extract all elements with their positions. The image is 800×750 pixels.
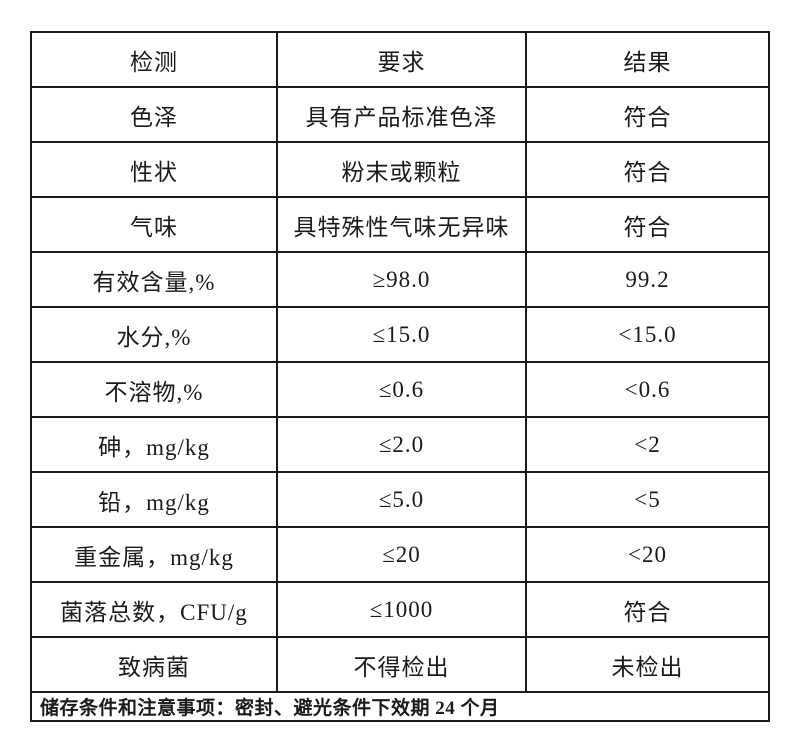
cell-requirement: ≤5.0 <box>276 471 527 528</box>
column-header-test: 检测 <box>30 31 278 88</box>
cell-result: 未检出 <box>525 636 770 693</box>
table-row: 砷，mg/kg ≤2.0 <2 <box>30 416 770 473</box>
table-row: 铅，mg/kg ≤5.0 <5 <box>30 471 770 528</box>
cell-test: 水分,% <box>30 306 278 363</box>
cell-requirement: ≤15.0 <box>276 306 527 363</box>
cell-requirement: ≤0.6 <box>276 361 527 418</box>
cell-requirement: 具有产品标准色泽 <box>276 86 527 143</box>
cell-result: 符合 <box>525 141 770 198</box>
cell-test: 性状 <box>30 141 278 198</box>
column-header-requirement: 要求 <box>276 31 527 88</box>
cell-result: 符合 <box>525 196 770 253</box>
table-row: 色泽 具有产品标准色泽 符合 <box>30 86 770 143</box>
column-header-result: 结果 <box>525 31 770 88</box>
cell-result: <5 <box>525 471 770 528</box>
inspection-spec-table: 检测 要求 结果 色泽 具有产品标准色泽 符合 性状 粉末或颗粒 符合 气味 具… <box>30 31 770 722</box>
cell-result: 99.2 <box>525 251 770 308</box>
cell-result: <2 <box>525 416 770 473</box>
cell-test: 砷，mg/kg <box>30 416 278 473</box>
cell-test: 菌落总数，CFU/g <box>30 581 278 638</box>
table-row: 水分,% ≤15.0 <15.0 <box>30 306 770 363</box>
table-row: 菌落总数，CFU/g ≤1000 符合 <box>30 581 770 638</box>
cell-test: 重金属，mg/kg <box>30 526 278 583</box>
cell-result: <0.6 <box>525 361 770 418</box>
cell-test: 有效含量,% <box>30 251 278 308</box>
cell-requirement: 不得检出 <box>276 636 527 693</box>
cell-requirement: 具特殊性气味无异味 <box>276 196 527 253</box>
cell-requirement: ≤1000 <box>276 581 527 638</box>
table-row: 致病菌 不得检出 未检出 <box>30 636 770 693</box>
table-row: 重金属，mg/kg ≤20 <20 <box>30 526 770 583</box>
cell-requirement: 粉末或颗粒 <box>276 141 527 198</box>
cell-test: 不溶物,% <box>30 361 278 418</box>
table-row: 有效含量,% ≥98.0 99.2 <box>30 251 770 308</box>
table-header-row: 检测 要求 结果 <box>30 31 770 88</box>
cell-result: <20 <box>525 526 770 583</box>
cell-result: <15.0 <box>525 306 770 363</box>
cell-requirement: ≤2.0 <box>276 416 527 473</box>
table-row: 气味 具特殊性气味无异味 符合 <box>30 196 770 253</box>
cell-test: 致病菌 <box>30 636 278 693</box>
cell-result: 符合 <box>525 86 770 143</box>
cell-test: 铅，mg/kg <box>30 471 278 528</box>
storage-conditions-note: 储存条件和注意事项：密封、避光条件下效期 24 个月 <box>30 691 770 722</box>
cell-test: 气味 <box>30 196 278 253</box>
cell-requirement: ≤20 <box>276 526 527 583</box>
cell-result: 符合 <box>525 581 770 638</box>
cell-test: 色泽 <box>30 86 278 143</box>
table-row: 不溶物,% ≤0.6 <0.6 <box>30 361 770 418</box>
table-row: 性状 粉末或颗粒 符合 <box>30 141 770 198</box>
table-footer-row: 储存条件和注意事项：密封、避光条件下效期 24 个月 <box>30 691 770 722</box>
cell-requirement: ≥98.0 <box>276 251 527 308</box>
